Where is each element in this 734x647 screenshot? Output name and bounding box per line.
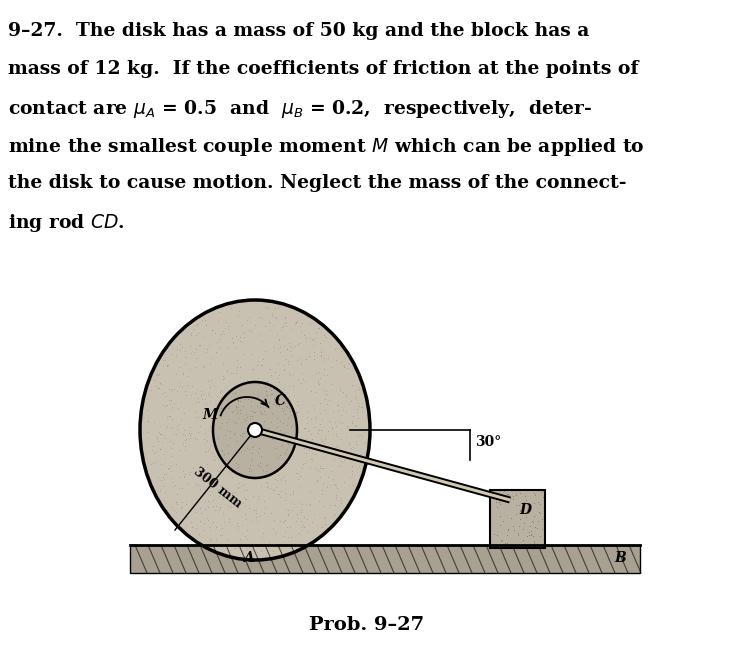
Bar <box>130 545 640 573</box>
Ellipse shape <box>213 382 297 478</box>
Text: Prob. 9–27: Prob. 9–27 <box>310 616 424 634</box>
Bar <box>490 490 545 548</box>
Text: 30°: 30° <box>475 435 501 449</box>
Text: M: M <box>203 408 218 422</box>
Text: 9–27.  The disk has a mass of 50 kg and the block has a: 9–27. The disk has a mass of 50 kg and t… <box>8 22 589 40</box>
Text: B: B <box>614 551 626 565</box>
Circle shape <box>248 423 262 437</box>
Text: D: D <box>519 503 531 517</box>
Text: ing rod $CD$.: ing rod $CD$. <box>8 212 125 234</box>
Text: contact are $\mu_A$ = 0.5  and  $\mu_B$ = 0.2,  respectively,  deter-: contact are $\mu_A$ = 0.5 and $\mu_B$ = … <box>8 98 592 120</box>
Text: 300 mm: 300 mm <box>192 465 244 510</box>
Text: A: A <box>243 551 253 565</box>
Ellipse shape <box>140 300 370 560</box>
Text: C: C <box>275 394 286 408</box>
Text: mine the smallest couple moment $M$ which can be applied to: mine the smallest couple moment $M$ whic… <box>8 136 644 158</box>
Text: the disk to cause motion. Neglect the mass of the connect-: the disk to cause motion. Neglect the ma… <box>8 174 627 192</box>
Text: mass of 12 kg.  If the coefficients of friction at the points of: mass of 12 kg. If the coefficients of fr… <box>8 60 639 78</box>
